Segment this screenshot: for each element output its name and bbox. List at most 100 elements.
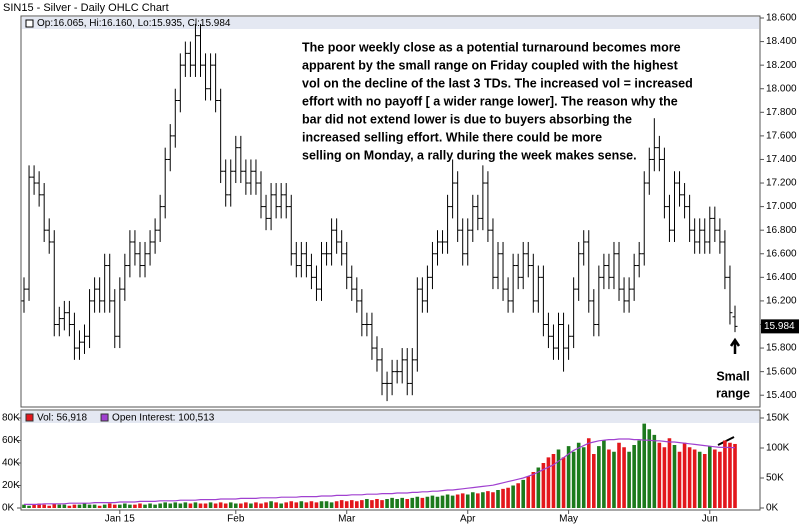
volume-bar — [405, 499, 410, 508]
arrow — [729, 337, 741, 354]
y-tick-label: 18.400 — [766, 36, 797, 47]
legend-label: Vol: 56,918 — [37, 413, 87, 424]
y-tick-label: 17.400 — [766, 154, 797, 165]
volume-bar — [183, 502, 188, 508]
volume-bar — [57, 504, 62, 508]
volume-bar — [526, 476, 531, 508]
volume-bar — [627, 451, 631, 508]
volume-bar — [375, 499, 379, 508]
volume-bar — [138, 503, 142, 508]
legend-swatch — [25, 19, 34, 28]
volume-bar — [445, 494, 450, 508]
volume-bar — [107, 503, 112, 508]
annotation-text: bar did not extend lower is due to buyer… — [302, 112, 632, 126]
volume-bar — [249, 503, 253, 508]
volume-bar — [133, 504, 137, 508]
volume-bar — [118, 504, 122, 508]
volume-bar — [465, 494, 470, 508]
volume-bar — [677, 451, 682, 508]
y2-tick-label: 100K — [766, 443, 790, 454]
volume-bar — [662, 447, 667, 508]
volume-bar — [163, 502, 167, 508]
volume-bar — [239, 503, 243, 508]
volume-bar — [233, 503, 238, 508]
annotation-text: Small — [716, 369, 749, 383]
x-tick-label: Jan 15 — [105, 514, 135, 525]
volume-bar — [52, 503, 57, 508]
volume-bar — [415, 496, 420, 508]
legend-swatch — [100, 413, 109, 422]
y-tick-label: 17.000 — [766, 201, 797, 212]
volume-bar — [188, 503, 193, 508]
volume-bar — [481, 492, 485, 508]
volume-bar — [440, 495, 445, 508]
volume-bar — [102, 504, 107, 508]
volume-bar — [334, 501, 339, 508]
volume-bar — [370, 500, 374, 508]
volume-bar — [37, 503, 41, 508]
volume-bar — [173, 502, 178, 508]
volume-bar — [672, 445, 677, 508]
volume-bar — [728, 442, 732, 508]
volume-bar — [425, 496, 430, 508]
y-tick-label: 17.600 — [766, 131, 797, 142]
volume-bar — [450, 495, 455, 508]
volume-bar — [329, 502, 334, 508]
volume-bar — [198, 503, 203, 508]
volume-bar — [213, 503, 218, 508]
volume-bar — [259, 503, 263, 508]
volume-bar — [581, 447, 586, 508]
y-tick-label: 15.600 — [766, 366, 797, 377]
annotation-text: range — [716, 386, 750, 400]
volume-bar — [400, 497, 404, 508]
volume-bar — [420, 497, 425, 508]
volume-bar — [264, 502, 268, 508]
volume-bar — [571, 451, 576, 508]
volume-bar — [617, 442, 621, 508]
volume-legend-strip — [22, 411, 759, 423]
volume-bar — [228, 502, 233, 508]
volume-bar — [692, 449, 697, 508]
volume-bar — [536, 467, 541, 508]
volume-bar — [203, 503, 208, 508]
volume-bar — [511, 485, 515, 508]
price-legend: Op:16.065, Hi:16.160, Lo:15.935, Cl:15.9… — [37, 18, 231, 29]
volume-bar — [597, 446, 601, 508]
volume-bar — [541, 463, 546, 508]
volume-bar — [455, 494, 460, 508]
y-tick-label: 0K — [2, 503, 15, 514]
last-price-label: 15.984 — [764, 321, 795, 332]
volume-bar — [707, 446, 712, 508]
volume-bar — [576, 442, 581, 508]
annotation: The poor weekly close as a potential tur… — [302, 40, 750, 400]
volume-bar — [647, 429, 652, 508]
volume-bar — [632, 445, 636, 508]
volume-bar — [299, 501, 304, 508]
y-tick-label: 17.800 — [766, 107, 797, 118]
volume-bar — [697, 451, 702, 508]
volume-bar — [319, 501, 324, 508]
volume-bar — [395, 499, 399, 508]
y-tick-label: 20K — [2, 480, 20, 491]
volume-bar — [153, 504, 157, 508]
volume-bar — [128, 504, 132, 508]
volume-bar — [390, 497, 394, 508]
volume-bar — [718, 451, 722, 508]
volume-bar — [92, 504, 97, 508]
volume-bar — [274, 502, 278, 508]
y-tick-label: 15.800 — [766, 343, 797, 354]
volume-bar — [279, 503, 283, 508]
volume-bar — [607, 449, 611, 508]
last-price-box — [761, 319, 799, 334]
volume-bar — [385, 499, 389, 508]
volume-bar — [360, 500, 364, 508]
x-tick-label: Apr — [460, 514, 476, 525]
volume-bar — [178, 503, 183, 508]
volume-bar — [82, 503, 87, 508]
volume-bar — [339, 500, 344, 508]
y-tick-label: 15.400 — [766, 390, 797, 401]
volume-bar — [324, 501, 329, 508]
chart-title: SIN15 - Silver - Daily OHLC Chart — [3, 2, 169, 14]
